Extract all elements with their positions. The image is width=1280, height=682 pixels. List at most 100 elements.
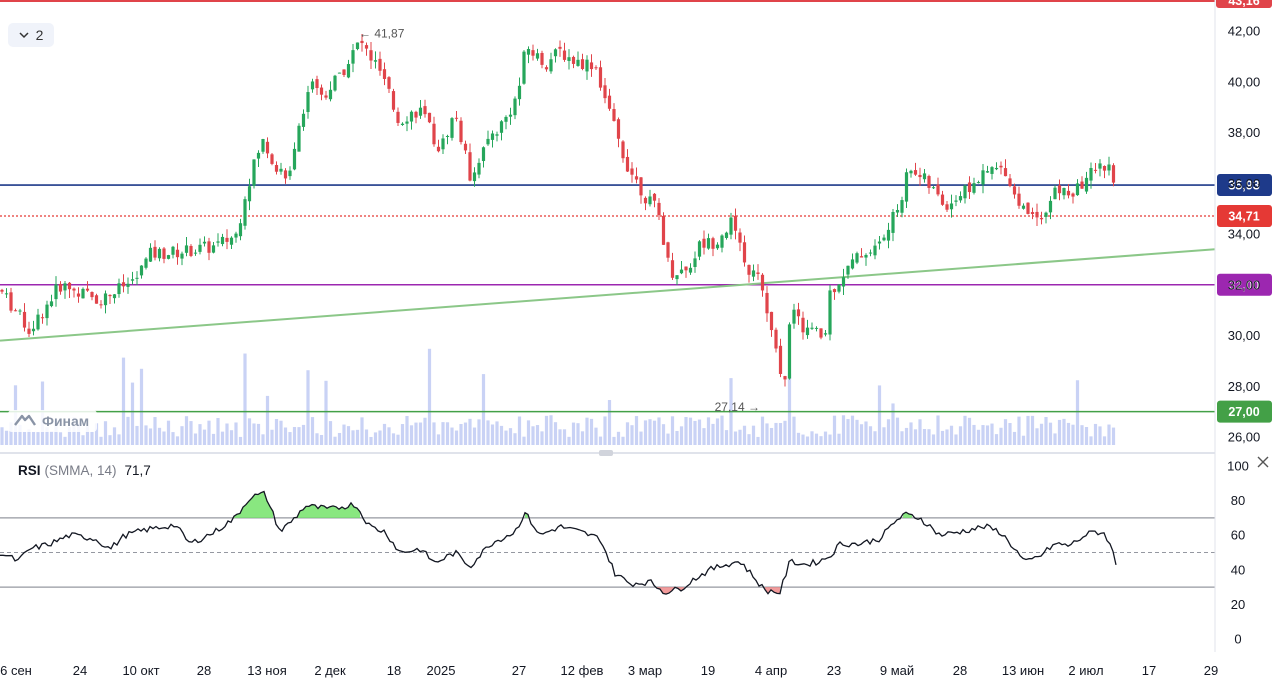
top-price-badge (1216, 0, 1272, 8)
volume-bar (436, 434, 441, 445)
candle-body (639, 177, 643, 196)
candle-body (580, 59, 585, 69)
candle-body (949, 203, 954, 210)
candle-body (198, 244, 202, 252)
volume-bar (711, 423, 715, 445)
volume-bar (576, 423, 580, 445)
candle-body (252, 159, 256, 186)
candle-body (58, 283, 63, 292)
candle-body (891, 212, 895, 233)
volume-bar (409, 425, 414, 445)
rsi-axis-label: 40 (1231, 562, 1245, 577)
rsi-axis-label: 80 (1231, 493, 1245, 508)
volume-bar (823, 431, 828, 445)
candle-body (702, 238, 706, 248)
volume-bar (364, 429, 369, 445)
candle-body (1044, 212, 1048, 217)
candle-body (310, 81, 315, 90)
candle-body (27, 328, 31, 334)
volume-bar (517, 416, 522, 445)
candle-body (868, 252, 873, 254)
rsi-bands (0, 517, 1215, 588)
candle-body (18, 310, 22, 312)
candle-body (765, 292, 769, 314)
time-axis[interactable]: 6 сен 24 10 окт 28 13 ноя 2 дек 18 2025 27 12 фев… (0, 663, 1218, 678)
candle-body (333, 75, 337, 91)
volume-bars (0, 348, 1116, 445)
price-line-badge[interactable] (1217, 204, 1272, 227)
volume-bar (324, 380, 328, 445)
volume-bar (1084, 426, 1089, 445)
volume-bar (558, 429, 562, 445)
close-rsi-button[interactable] (1254, 453, 1272, 471)
volume-bar (598, 436, 603, 445)
volume-bar (193, 433, 198, 445)
candle-body (9, 292, 13, 311)
candle-body (409, 111, 414, 122)
candle-body (810, 327, 814, 329)
candle-body (1075, 183, 1080, 196)
collapse-indicators-button[interactable]: 2 (8, 23, 54, 47)
price-line-badge[interactable] (1217, 273, 1272, 296)
candle-body (630, 168, 634, 175)
candle-body (666, 242, 670, 258)
candle-body (112, 294, 117, 299)
candle-body (778, 345, 783, 374)
candle-body (832, 289, 837, 293)
price-line-badge[interactable] (1217, 400, 1272, 423)
candle-body (846, 265, 850, 275)
candle-body (207, 241, 211, 253)
candle-body (940, 194, 945, 205)
rsi-overbought-fill (294, 502, 360, 518)
rsi-legend[interactable]: RSI (SMMA, 14) 71,7 (18, 463, 151, 478)
rsi-axis[interactable]: 100 80 60 40 20 0 (1227, 459, 1249, 647)
volume-bar (184, 416, 189, 445)
candle-body (513, 98, 517, 116)
volume-bar (760, 416, 765, 445)
volume-bar (229, 430, 234, 445)
price-axis[interactable]: 42,00 40,00 38,00 36,00 34,00 32,00 30,00 28,00… (1228, 24, 1261, 445)
volume-bar (1039, 423, 1044, 445)
candle-body (999, 165, 1003, 168)
volume-bar (315, 433, 319, 445)
candle-body (432, 123, 436, 145)
volume-bar (990, 423, 994, 445)
volume-bar (252, 423, 256, 445)
volume-bar (171, 432, 175, 445)
candle-body (801, 317, 805, 333)
volume-bar (1008, 423, 1012, 445)
candle-body (274, 165, 279, 172)
volume-bar (774, 422, 778, 445)
volume-bar (940, 430, 945, 445)
candle-body (751, 270, 756, 277)
volume-bar (535, 425, 540, 445)
pane-resize-handle[interactable] (599, 450, 613, 456)
candle-body (1071, 193, 1075, 197)
candle-body (774, 329, 778, 349)
volume-bar (175, 436, 180, 445)
chevron-down-icon (19, 32, 29, 39)
candle-body (756, 272, 760, 274)
price-line-badge[interactable] (1217, 174, 1272, 197)
volume-bar (36, 432, 40, 445)
candle-body (634, 176, 639, 180)
volume-bar (112, 427, 117, 445)
volume-bar (972, 424, 976, 445)
candle-body (0, 289, 4, 292)
price-badges[interactable]: 35,93 34,71 32,00 27,00 (1217, 174, 1272, 423)
trendline[interactable] (0, 248, 1216, 342)
candle-body (967, 182, 972, 193)
volume-bar (895, 417, 900, 445)
volume-bar (630, 425, 634, 445)
candle-body (1084, 177, 1089, 192)
candle-body (378, 58, 382, 71)
volume-bar (369, 436, 373, 445)
volume-bar (1003, 419, 1008, 445)
candle-body (922, 173, 927, 180)
candle-body (360, 40, 364, 44)
candle-body (931, 187, 936, 189)
volume-bar (675, 430, 679, 445)
volume-bar (922, 429, 927, 445)
candle-body (985, 171, 990, 173)
